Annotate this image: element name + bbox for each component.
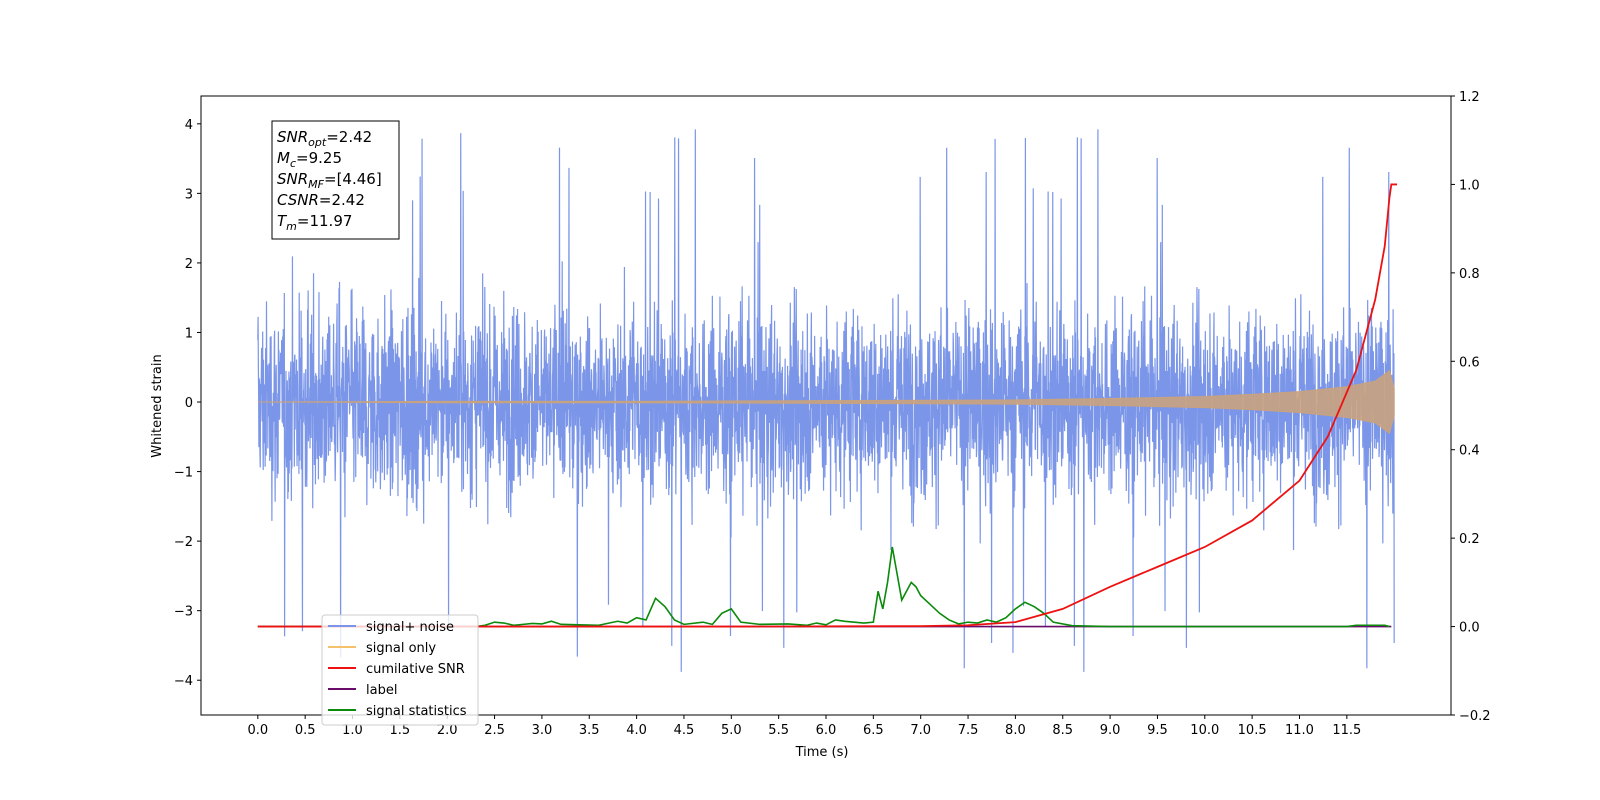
x-tick-label: 4.0 <box>626 723 647 738</box>
annotation-symbol: SNR <box>277 128 308 146</box>
x-tick-label: 0.0 <box>247 723 268 738</box>
series-signal-noise <box>257 129 1395 672</box>
annotation-value: =9.25 <box>296 149 342 167</box>
x-tick-label: 2.5 <box>484 723 505 738</box>
annotation-line: SNRopt=2.42 <box>277 128 372 149</box>
y2-tick-label: 0.2 <box>1459 532 1480 547</box>
y-tick-label: −2 <box>174 535 193 550</box>
x-tick-label: 3.5 <box>579 723 600 738</box>
y2-tick-label: 0.8 <box>1459 267 1480 282</box>
y-tick-label: 0 <box>185 396 193 411</box>
series-signal-statistics <box>257 546 1390 628</box>
x-tick-label: 10.0 <box>1190 723 1219 738</box>
annotation-subscript: MF <box>308 178 324 191</box>
x-tick-label: 5.5 <box>768 723 789 738</box>
y-axis-right: 1.2 1.0 0.8 0.6 0.4 0.2 0.0 −0.2 <box>1451 90 1491 724</box>
y2-tick-label: 1.0 <box>1459 178 1480 193</box>
y-tick-label: −3 <box>174 605 193 620</box>
x-tick-label: 8.0 <box>1005 723 1026 738</box>
x-axis: 0.0 0.5 1.0 1.5 2.0 2.5 3.0 3.5 4.0 4.5 5.0 5.5 6.0 6… <box>247 715 1361 738</box>
y-tick-label: 2 <box>185 257 193 272</box>
legend-frame <box>321 614 479 726</box>
x-axis-title: Time (s) <box>795 745 849 760</box>
y2-tick-label: 0.0 <box>1459 621 1480 636</box>
x-tick-label: 6.0 <box>816 723 837 738</box>
legend: signal+ noise signal only cumilative SNR la… <box>321 614 479 726</box>
x-tick-label: 7.0 <box>910 723 931 738</box>
x-tick-label: 5.0 <box>721 723 742 738</box>
x-tick-label: 9.0 <box>1100 723 1121 738</box>
legend-label: signal statistics <box>366 704 467 719</box>
y2-tick-label: 0.6 <box>1459 355 1480 370</box>
annotation-line: SNRMF=[4.46] <box>277 170 382 191</box>
x-tick-label: 0.5 <box>295 723 316 738</box>
x-tick-label: 3.0 <box>532 723 553 738</box>
y-tick-label: 3 <box>185 187 193 202</box>
x-tick-label: 6.5 <box>863 723 884 738</box>
annotation-symbol: M <box>277 149 290 167</box>
annotation-line: Mc=9.25 <box>277 149 342 170</box>
annotation-box: SNRopt=2.42Mc=9.25SNRMF=[4.46]CSNR=2.42T… <box>271 120 400 240</box>
legend-label: signal only <box>366 641 436 656</box>
x-tick-label: 1.0 <box>342 723 363 738</box>
x-tick-label: 11.0 <box>1285 723 1314 738</box>
annotation-value: =2.42 <box>319 191 365 209</box>
y-tick-label: −1 <box>174 466 193 481</box>
series-signal-only <box>257 369 1395 435</box>
x-tick-label: 4.5 <box>674 723 695 738</box>
y2-tick-label: −0.2 <box>1459 709 1491 724</box>
annotation-subscript: opt <box>308 136 327 149</box>
legend-label: signal+ noise <box>366 620 454 635</box>
annotation-value: =2.42 <box>326 128 372 146</box>
x-tick-label: 8.5 <box>1052 723 1073 738</box>
x-tick-label: 9.5 <box>1147 723 1168 738</box>
annotation-line: CSNR=2.42 <box>277 191 365 209</box>
annotation-symbol: CSNR <box>277 191 319 209</box>
y-axis-title: Whitened strain <box>150 354 165 457</box>
annotation-frame <box>271 120 400 240</box>
annotation-line: Tm=11.97 <box>277 212 352 233</box>
annotation-value: =[4.46] <box>324 170 382 188</box>
y2-tick-label: 0.4 <box>1459 444 1480 459</box>
annotation-symbol: T <box>277 212 288 230</box>
x-tick-label: 2.0 <box>437 723 458 738</box>
y-tick-label: −4 <box>174 674 193 689</box>
x-tick-label: 7.5 <box>958 723 979 738</box>
legend-label: cumilative SNR <box>366 662 465 677</box>
x-tick-label: 1.5 <box>390 723 411 738</box>
annotation-symbol: SNR <box>277 170 308 188</box>
y-tick-label: 4 <box>185 118 193 133</box>
annotation-subscript: c <box>290 157 296 170</box>
annotation-value: =11.97 <box>297 212 353 230</box>
legend-label: label <box>366 683 397 698</box>
series-cumulative-snr <box>257 183 1398 628</box>
y-axis-left: 4 3 2 1 0 −1 −2 −3 −4 <box>174 118 201 689</box>
y2-tick-label: 1.2 <box>1459 90 1480 105</box>
x-tick-label: 10.5 <box>1238 723 1267 738</box>
x-tick-label: 11.5 <box>1332 723 1361 738</box>
y-tick-label: 1 <box>185 326 193 341</box>
annotation-subscript: m <box>286 220 297 233</box>
